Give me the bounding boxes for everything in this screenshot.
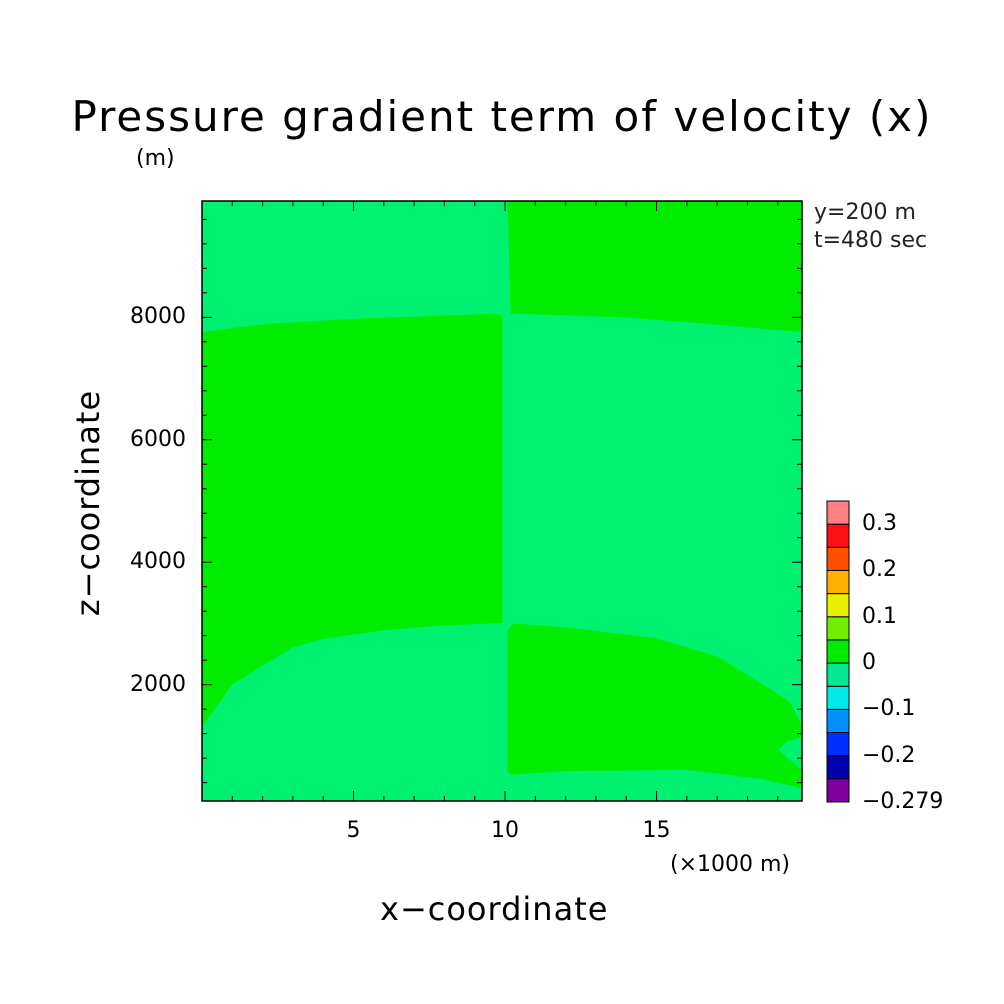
colorbar-swatch bbox=[826, 639, 850, 664]
colorbar-label: −0.2 bbox=[862, 742, 916, 768]
colorbar-label: 0.2 bbox=[862, 557, 897, 583]
colorbar-swatch bbox=[826, 593, 850, 618]
colorbar-swatch bbox=[826, 500, 850, 525]
colorbar-swatch bbox=[826, 523, 850, 548]
colorbar-label: 0 bbox=[862, 650, 876, 676]
colorbar-swatch bbox=[826, 778, 850, 803]
colorbar-swatch bbox=[826, 662, 850, 687]
colorbar-swatch bbox=[826, 546, 850, 571]
colorbar-label: −0.279 bbox=[862, 789, 944, 814]
x-tick-label: 10 bbox=[491, 818, 520, 843]
x-tick-label: 15 bbox=[642, 818, 671, 843]
y-tick-label: 4000 bbox=[130, 549, 186, 575]
y-tick-label: 2000 bbox=[130, 671, 186, 697]
colorbar-swatch bbox=[826, 685, 850, 710]
colorbar-swatch bbox=[826, 569, 850, 595]
x-axis-unit: (×1000 m) bbox=[670, 852, 791, 877]
y-axis-unit: (m) bbox=[136, 146, 175, 171]
y-tick-label: 6000 bbox=[130, 426, 186, 452]
colorbar-swatch bbox=[826, 616, 850, 641]
y-position-annotation: y=200 m bbox=[814, 200, 916, 225]
colorbar-label: 0.3 bbox=[862, 511, 897, 537]
y-tick-label: 8000 bbox=[130, 304, 186, 330]
contour-region-lower-left bbox=[201, 622, 503, 790]
colorbar-swatch bbox=[826, 708, 850, 734]
chart-title: Pressure gradient term of velocity (x) bbox=[71, 92, 933, 141]
time-annotation: t=480 sec bbox=[814, 228, 928, 253]
x-tick-label: 5 bbox=[346, 818, 361, 843]
plot-frame bbox=[201, 200, 803, 802]
colorbar-swatch bbox=[826, 755, 850, 780]
colorbar-label: −0.1 bbox=[862, 696, 916, 722]
contour-region-upper-left bbox=[201, 200, 503, 334]
contour-region-upper-right bbox=[507, 200, 803, 334]
x-axis-label: x−coordinate bbox=[380, 890, 609, 928]
colorbar-label: 0.1 bbox=[862, 603, 897, 629]
colorbar-swatch bbox=[826, 732, 850, 757]
